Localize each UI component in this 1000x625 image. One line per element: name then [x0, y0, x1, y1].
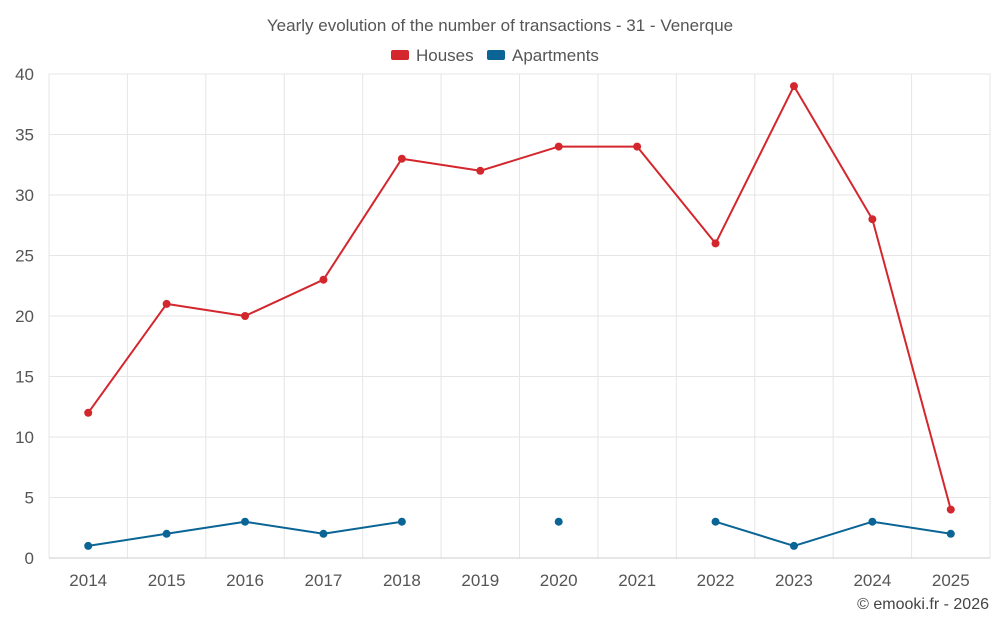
data-point-apartments[interactable]: [319, 529, 328, 538]
x-tick-label: 2015: [148, 571, 186, 590]
legend-swatch-apartments: [487, 50, 505, 60]
y-tick-label: 10: [15, 428, 34, 447]
grid: [48, 73, 991, 558]
data-point-apartments[interactable]: [946, 529, 955, 538]
data-point-houses[interactable]: [476, 166, 485, 175]
series-line-apartments: [715, 520, 951, 547]
data-point-apartments[interactable]: [241, 517, 250, 526]
data-point-houses[interactable]: [554, 142, 563, 151]
legend-item-apartments[interactable]: Apartments: [487, 46, 599, 65]
data-point-houses[interactable]: [789, 82, 798, 91]
series: [84, 82, 955, 550]
x-tick-label: 2019: [461, 571, 499, 590]
data-point-houses[interactable]: [241, 312, 250, 320]
y-tick-label: 25: [15, 247, 34, 266]
data-point-apartments[interactable]: [162, 529, 171, 538]
data-point-houses[interactable]: [633, 142, 642, 151]
series-line-houses: [87, 85, 952, 510]
series-houses: [84, 82, 955, 514]
data-point-houses[interactable]: [711, 239, 720, 248]
legend-item-houses[interactable]: Houses: [391, 46, 474, 65]
legend-label-houses: Houses: [416, 46, 474, 65]
data-point-houses[interactable]: [868, 215, 877, 224]
data-point-apartments[interactable]: [397, 517, 406, 526]
x-tick-label: 2018: [383, 571, 421, 590]
x-tick-label: 2016: [226, 571, 264, 590]
data-point-houses[interactable]: [397, 154, 406, 163]
credit-text: © emooki.fr - 2026: [857, 596, 989, 613]
y-tick-label: 0: [25, 549, 34, 568]
data-point-apartments[interactable]: [789, 541, 798, 550]
y-tick-label: 30: [15, 186, 34, 205]
legend-swatch-houses: [391, 50, 409, 60]
chart-title: Yearly evolution of the number of transa…: [267, 16, 733, 35]
data-point-houses[interactable]: [319, 275, 328, 284]
legend: Houses Apartments: [391, 46, 599, 65]
data-point-apartments[interactable]: [711, 517, 720, 526]
data-point-apartments[interactable]: [868, 517, 877, 526]
x-tick-label: 2021: [618, 571, 656, 590]
x-tick-label: 2023: [775, 571, 813, 590]
y-tick-label: 5: [25, 489, 34, 508]
y-tick-label: 15: [15, 368, 34, 387]
x-tick-label: 2017: [305, 571, 343, 590]
data-point-apartments[interactable]: [84, 541, 93, 550]
x-tick-label: 2024: [853, 571, 891, 590]
x-tick-label: 2022: [697, 571, 735, 590]
data-point-houses[interactable]: [946, 505, 955, 514]
legend-label-apartments: Apartments: [512, 46, 599, 65]
x-tick-label: 2025: [932, 571, 970, 590]
y-tick-label: 35: [15, 126, 34, 145]
y-tick-label: 40: [15, 65, 34, 84]
series-apartments: [84, 517, 955, 550]
x-tick-label: 2020: [540, 571, 578, 590]
y-tick-label: 20: [15, 307, 34, 326]
x-tick-label: 2014: [69, 571, 107, 590]
data-point-apartments[interactable]: [554, 517, 563, 526]
data-point-houses[interactable]: [162, 299, 171, 308]
data-point-houses[interactable]: [84, 408, 93, 417]
